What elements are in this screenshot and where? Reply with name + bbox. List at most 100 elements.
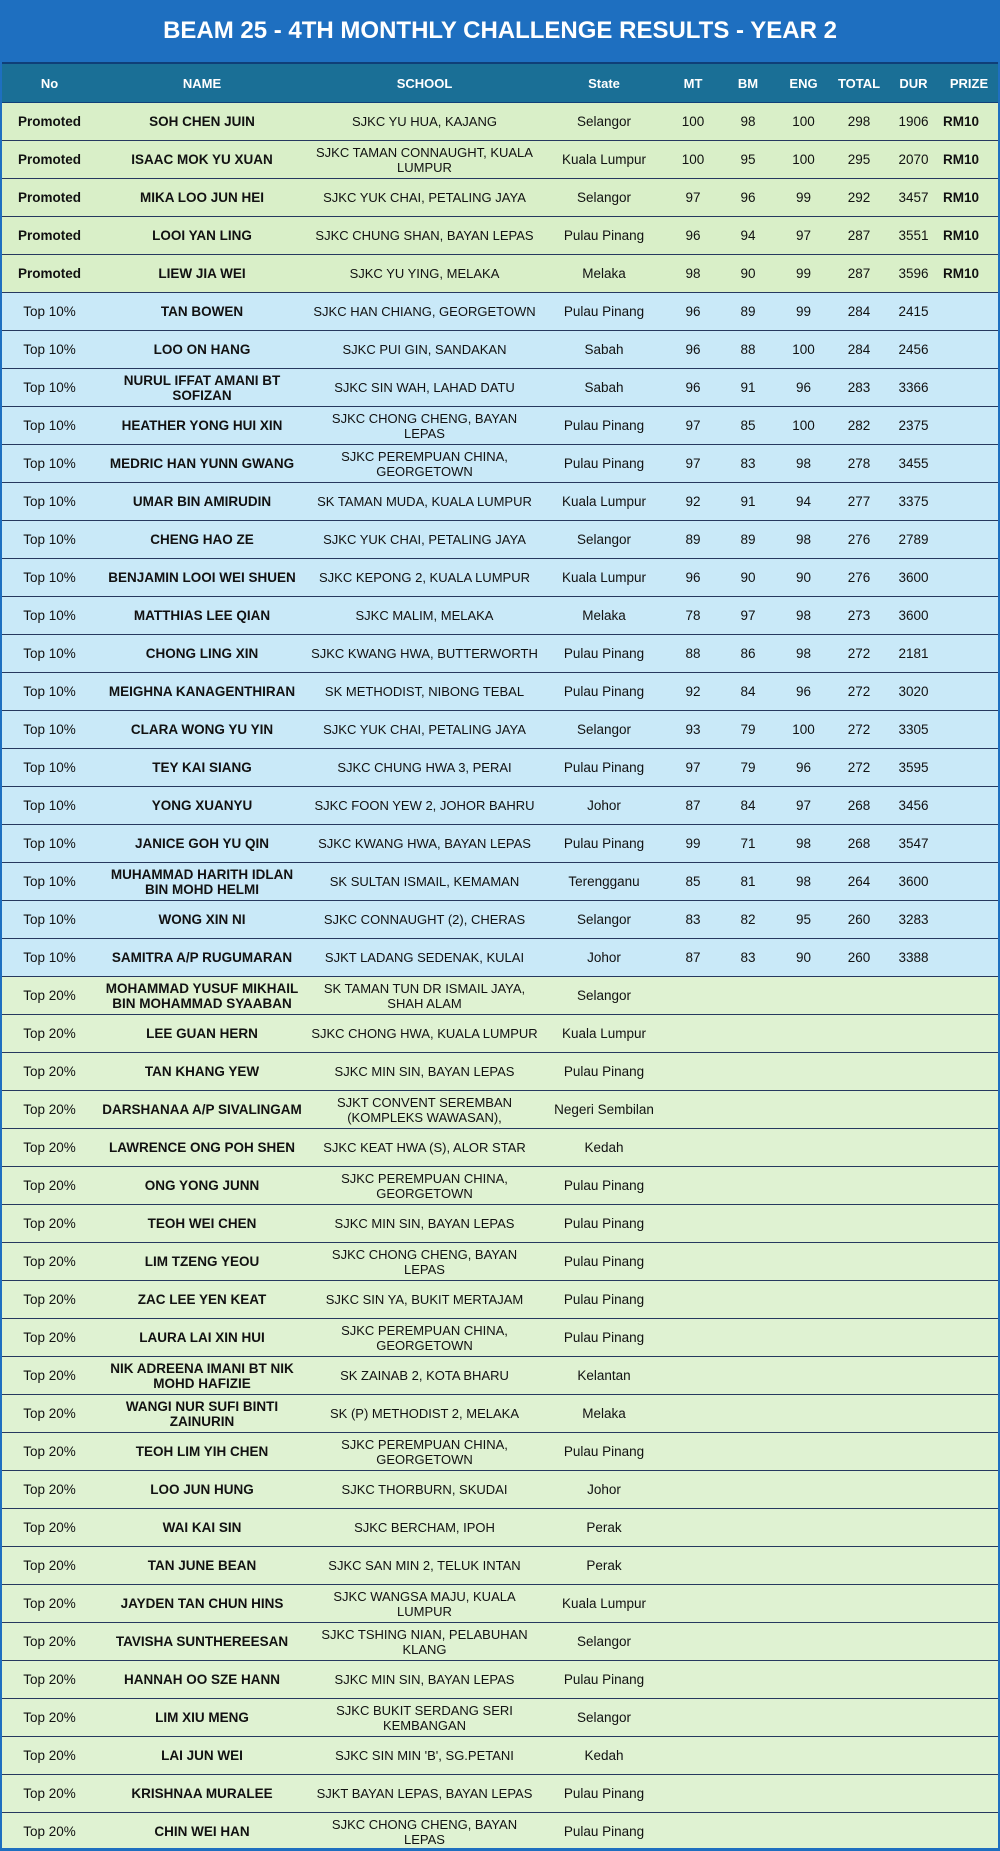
cell xyxy=(831,1470,887,1509)
eng-text: 90 xyxy=(795,570,812,585)
cell xyxy=(720,1318,776,1357)
cell xyxy=(666,1432,720,1471)
dur-text: 3551 xyxy=(898,228,929,243)
cell: SJKC PEREMPUAN CHINA, GEORGETOWN xyxy=(307,1166,542,1205)
no-text: Top 20% xyxy=(23,1178,76,1193)
dur-text: 3305 xyxy=(898,722,929,737)
no-text: Promoted xyxy=(17,266,81,281)
cell xyxy=(831,1660,887,1699)
school-text: SJKC BUKIT SERDANG SERI KEMBANGAN xyxy=(336,1702,513,1733)
cell: 3600 xyxy=(887,558,940,597)
cell: Top 10% xyxy=(2,330,97,369)
table-row: Promoted SOH CHEN JUIN SJKC YU HUA, KAJANG… xyxy=(2,102,998,141)
cell: 78 xyxy=(666,596,720,635)
cell: RM10 xyxy=(940,140,998,179)
column-header: BM xyxy=(720,64,776,103)
cell xyxy=(940,1090,998,1129)
cell: Top 20% xyxy=(2,1812,97,1848)
cell: YONG XUANYU xyxy=(97,786,307,825)
cell: Top 20% xyxy=(2,1546,97,1585)
total-text: 284 xyxy=(847,342,871,357)
bm-text: 85 xyxy=(740,418,756,433)
cell: TAN JUNE BEAN xyxy=(97,1546,307,1585)
total-text: 276 xyxy=(847,570,871,585)
state-text: Pulau Pinang xyxy=(563,1786,645,1801)
cell xyxy=(940,444,998,483)
cell: SJKC CHONG CHENG, BAYAN LEPAS xyxy=(307,1242,542,1281)
total-text: 272 xyxy=(847,760,871,775)
total-text: 283 xyxy=(847,380,871,395)
total-text: 268 xyxy=(847,836,871,851)
cell: 2181 xyxy=(887,634,940,673)
state-text: Pulau Pinang xyxy=(563,1254,645,1269)
cell: 3283 xyxy=(887,900,940,939)
state-text: Selangor xyxy=(576,722,632,737)
cell xyxy=(940,1584,998,1623)
column-header: State xyxy=(542,64,666,103)
mt-text: 99 xyxy=(685,836,701,851)
no-text: Top 10% xyxy=(23,912,76,927)
school-text: SK METHODIST, NIBONG TEBAL xyxy=(324,684,525,699)
cell: MIKA LOO JUN HEI xyxy=(97,178,307,217)
name-text: WAI KAI SIN xyxy=(162,1520,242,1535)
no-text: Top 10% xyxy=(23,608,76,623)
state-text: Selangor xyxy=(576,1634,632,1649)
cell: 260 xyxy=(831,900,887,939)
dur-text: 3600 xyxy=(898,570,929,585)
cell xyxy=(720,1356,776,1395)
mt-text: 78 xyxy=(685,608,701,623)
cell xyxy=(831,1356,887,1395)
cell: Top 20% xyxy=(2,1736,97,1775)
cell: MEIGHNA KANAGENTHIRAN xyxy=(97,672,307,711)
cell: Pulau Pinang xyxy=(542,444,666,483)
no-text: Top 10% xyxy=(23,798,76,813)
cell: 94 xyxy=(720,216,776,255)
total-text: 273 xyxy=(847,608,871,623)
cell: SJKC MIN SIN, BAYAN LEPAS xyxy=(307,1204,542,1243)
cell: LIM XIU MENG xyxy=(97,1698,307,1737)
cell xyxy=(831,976,887,1015)
cell: Promoted xyxy=(2,140,97,179)
cell xyxy=(940,368,998,407)
cell xyxy=(887,1014,940,1053)
cell: 292 xyxy=(831,178,887,217)
cell: LEE GUAN HERN xyxy=(97,1014,307,1053)
state-text: Kuala Lumpur xyxy=(561,152,647,167)
cell: Pulau Pinang xyxy=(542,1052,666,1091)
cell: CHONG LING XIN xyxy=(97,634,307,673)
cell xyxy=(887,1090,940,1129)
cell: 276 xyxy=(831,558,887,597)
no-text: Promoted xyxy=(17,114,81,129)
name-text: CHONG LING XIN xyxy=(145,646,259,661)
cell: MEDRIC HAN YUNN GWANG xyxy=(97,444,307,483)
cell: Top 20% xyxy=(2,1432,97,1471)
cell: Pulau Pinang xyxy=(542,1318,666,1357)
cell: 97 xyxy=(776,786,831,825)
cell xyxy=(666,1394,720,1433)
no-text: Top 20% xyxy=(23,1064,76,1079)
cell xyxy=(666,1660,720,1699)
cell: SJKC YU YING, MELAKA xyxy=(307,254,542,293)
cell: Promoted xyxy=(2,178,97,217)
table-row: Top 10% NURUL IFFAT AMANI BT SOFIZAN SJKC … xyxy=(2,368,998,407)
mt-text: 96 xyxy=(685,570,701,585)
table-row: Top 20% DARSHANAA A/P SIVALINGAM SJKT CONV… xyxy=(2,1090,998,1129)
cell: 95 xyxy=(720,140,776,179)
school-text: SJKC SAN MIN 2, TELUK INTAN xyxy=(328,1558,521,1573)
dur-text: 3457 xyxy=(898,190,929,205)
cell: Kedah xyxy=(542,1128,666,1167)
cell: SOH CHEN JUIN xyxy=(97,102,307,141)
cell: Top 20% xyxy=(2,1698,97,1737)
cell: KRISHNAA MURALEE xyxy=(97,1774,307,1813)
name-text: LOO ON HANG xyxy=(153,342,251,357)
cell: Top 10% xyxy=(2,406,97,445)
cell: 3020 xyxy=(887,672,940,711)
cell: 2070 xyxy=(887,140,940,179)
cell: Pulau Pinang xyxy=(542,1812,666,1848)
cell xyxy=(940,1774,998,1813)
cell xyxy=(940,1052,998,1091)
no-text: Top 20% xyxy=(23,1216,76,1231)
state-text: Johor xyxy=(587,950,621,965)
no-text: Top 20% xyxy=(23,1444,76,1459)
cell: Pulau Pinang xyxy=(542,748,666,787)
